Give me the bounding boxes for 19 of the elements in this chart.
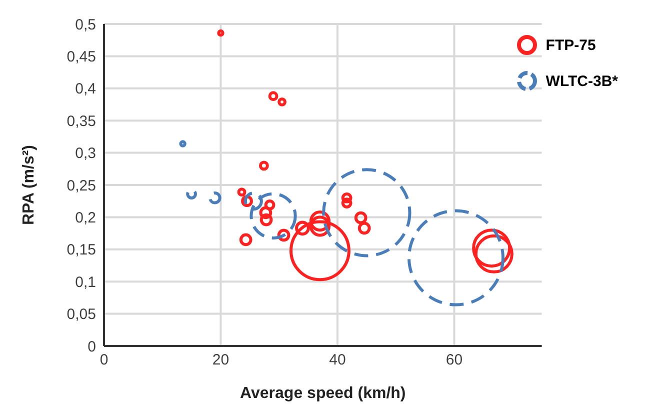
y-tick-label: 0,3 (75, 145, 96, 162)
y-tick-label: 0,5 (75, 16, 96, 34)
legend-label: FTP-75 (546, 36, 596, 54)
y-tick-label: 0,05 (66, 306, 96, 324)
y-tick-label: 0,4 (75, 80, 96, 98)
y-tick-label: 0,25 (66, 177, 96, 194)
y-axis-title: RPA (m/s²) (20, 145, 38, 225)
x-axis-title: Average speed (km/h) (240, 385, 406, 402)
y-tick-label: 0,1 (75, 274, 96, 291)
legend-label: WLTC-3B* (546, 72, 618, 90)
x-tick-label: 20 (212, 352, 230, 369)
x-tick-label: 60 (446, 352, 463, 369)
y-tick-label: 0,45 (66, 48, 96, 66)
y-tick-label: 0 (88, 338, 96, 356)
y-tick-label: 0,35 (66, 112, 96, 130)
y-tick-label: 0,15 (66, 242, 96, 259)
y-tick-label: 0,2 (75, 210, 96, 227)
x-tick-label: 40 (329, 352, 346, 369)
x-tick-label: 0 (100, 352, 108, 369)
